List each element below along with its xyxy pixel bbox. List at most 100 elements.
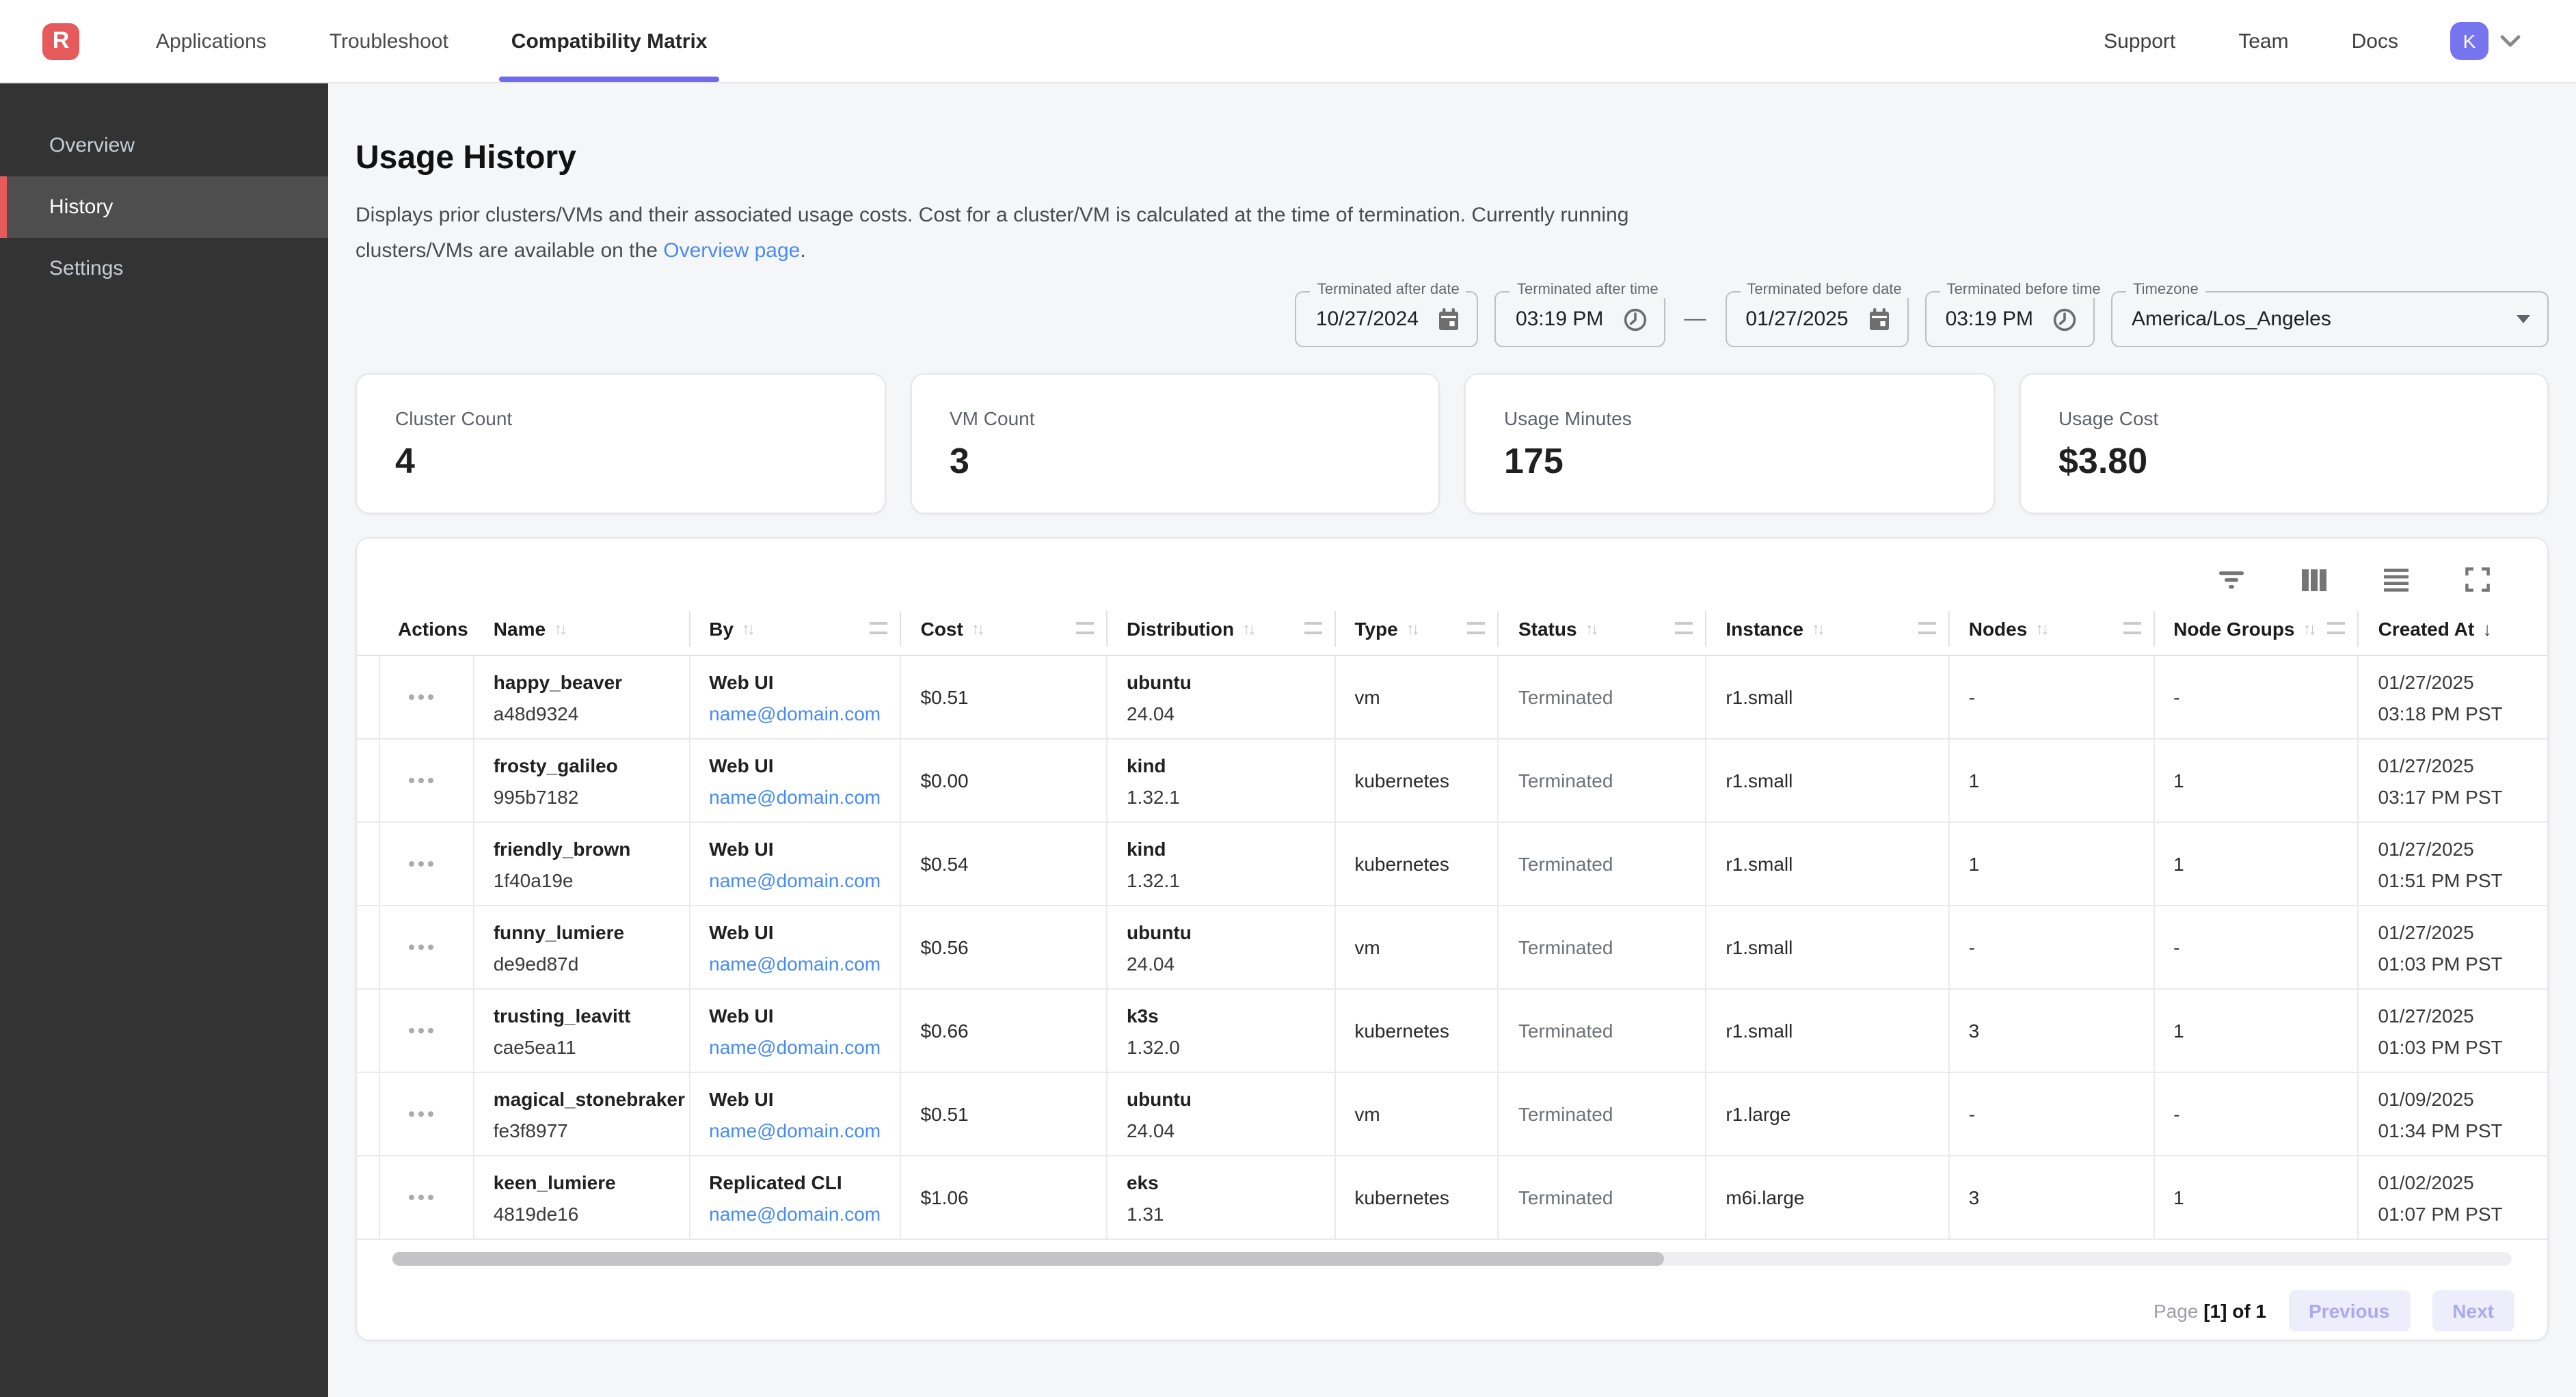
created-by-email-link[interactable]: name@domain.com (709, 785, 881, 807)
column-separator[interactable] (1334, 611, 1336, 647)
timezone-select[interactable]: Timezone America/Los_Angeles (2111, 282, 2549, 347)
next-button[interactable]: Next (2432, 1290, 2514, 1331)
nav-tab-compatibility-matrix[interactable]: Compatibility Matrix (498, 0, 721, 82)
cell-instance: r1.large (1706, 1073, 1950, 1155)
column-separator[interactable] (2357, 611, 2359, 647)
cluster-id: 995b7182 (493, 785, 579, 807)
horizontal-scrollbar-thumb[interactable] (392, 1252, 1664, 1266)
column-header-by[interactable]: By ↑↓ (690, 601, 902, 655)
column-separator[interactable] (900, 611, 902, 647)
replicated-logo[interactable]: R (42, 23, 79, 59)
column-menu-icon[interactable] (1675, 622, 1693, 634)
column-header-name[interactable]: Name ↑↓ (474, 601, 690, 655)
terminated-before-time-input[interactable]: Terminated before time 03:19 PM (1924, 282, 2108, 347)
sidebar-item-history[interactable]: History (0, 176, 328, 238)
table-row[interactable]: happy_beaver a48d9324 Web UI name@domain.co… (357, 656, 2547, 740)
column-header-type[interactable]: Type ↑↓ (1335, 601, 1499, 655)
row-actions-button[interactable] (408, 861, 433, 867)
cell-type: kubernetes (1335, 740, 1499, 822)
nav-tab-label: Troubleshoot (329, 29, 448, 53)
calendar-icon[interactable] (1438, 307, 1461, 331)
table-row[interactable]: keen_lumiere 4819de16 Replicated CLI name@d… (357, 1156, 2547, 1240)
sidebar-item-overview[interactable]: Overview (0, 115, 328, 176)
nav-tab-applications[interactable]: Applications (156, 0, 267, 82)
column-menu-icon[interactable] (1467, 622, 1486, 634)
column-menu-icon[interactable] (1304, 622, 1322, 634)
row-actions-button[interactable] (408, 694, 433, 700)
sort-arrows-icon[interactable]: ↑↓ (1585, 619, 1599, 638)
column-header-distribution[interactable]: Distribution ↑↓ (1108, 601, 1336, 655)
filter-icon[interactable] (2218, 569, 2245, 590)
created-by-email-link[interactable]: name@domain.com (709, 1202, 881, 1224)
sort-arrows-icon[interactable]: ↑↓ (1812, 619, 1825, 638)
row-actions-button[interactable] (408, 1111, 433, 1117)
column-menu-icon[interactable] (1076, 622, 1095, 634)
cell-by: Web UI name@domain.com (690, 906, 902, 988)
clock-icon[interactable] (2052, 307, 2077, 331)
column-header-cost[interactable]: Cost ↑↓ (902, 601, 1108, 655)
table-row[interactable]: magical_stonebraker fe3f8977 Web UI name@do… (357, 1073, 2547, 1156)
column-menu-icon[interactable] (2123, 622, 2141, 634)
created-time: 03:18 PM PST (2378, 702, 2503, 724)
column-separator[interactable] (2153, 611, 2155, 647)
created-by-email-link[interactable]: name@domain.com (709, 702, 881, 724)
previous-button[interactable]: Previous (2288, 1290, 2411, 1331)
created-by-email-link[interactable]: name@domain.com (709, 952, 881, 974)
created-by-email-link[interactable]: name@domain.com (709, 1035, 881, 1057)
table-row[interactable]: friendly_brown 1f40a19e Web UI name@domain.… (357, 823, 2547, 906)
column-header-node_groups[interactable]: Node Groups ↑↓ (2154, 601, 2359, 655)
sort-arrows-icon[interactable]: ↑↓ (971, 619, 985, 638)
horizontal-scrollbar-track[interactable] (392, 1252, 2512, 1266)
sort-arrows-icon[interactable]: ↑↓ (1242, 619, 1256, 638)
cell-created: 01/09/2025 01:34 PM PST (2359, 1073, 2547, 1155)
calendar-icon[interactable] (1868, 307, 1891, 331)
nav-link-docs[interactable]: Docs (2351, 29, 2398, 53)
table-row[interactable]: trusting_leavitt cae5ea11 Web UI name@domai… (357, 990, 2547, 1073)
column-header-instance[interactable]: Instance ↑↓ (1706, 601, 1950, 655)
clock-icon[interactable] (1622, 307, 1647, 331)
sort-desc-arrow-icon[interactable]: ↓ (2482, 617, 2493, 639)
sort-arrows-icon[interactable]: ↑↓ (1406, 619, 1420, 638)
column-separator[interactable] (1705, 611, 1707, 647)
row-actions-button[interactable] (408, 778, 433, 783)
sort-arrows-icon[interactable]: ↑↓ (2303, 619, 2317, 638)
nav-tab-troubleshoot[interactable]: Troubleshoot (330, 0, 448, 82)
column-menu-icon[interactable] (870, 622, 888, 634)
nav-link-support[interactable]: Support (2104, 29, 2176, 53)
filters-row: Terminated after date 10/27/2024 Termina… (355, 282, 2549, 347)
row-actions-button[interactable] (408, 945, 433, 950)
created-by-email-link[interactable]: name@domain.com (709, 1119, 881, 1141)
column-header-status[interactable]: Status ↑↓ (1499, 601, 1707, 655)
column-separator[interactable] (1497, 611, 1499, 647)
avatar[interactable]: K (2450, 22, 2488, 60)
column-header-nodes[interactable]: Nodes ↑↓ (1950, 601, 2155, 655)
terminated-before-date-value: 01/27/2025 (1745, 308, 1849, 331)
table-row[interactable]: frosty_galileo 995b7182 Web UI name@domain.… (357, 740, 2547, 823)
chevron-down-icon[interactable] (2499, 34, 2521, 48)
terminated-before-date-input[interactable]: Terminated before date 01/27/2025 (1725, 282, 1909, 347)
row-actions-button[interactable] (408, 1028, 433, 1033)
stat-card-value: 3 (950, 440, 969, 481)
sort-arrows-icon[interactable]: ↑↓ (742, 619, 755, 638)
sort-arrows-icon[interactable]: ↑↓ (554, 619, 567, 638)
node_groups-value: 1 (2173, 1020, 2184, 1042)
column-menu-icon[interactable] (2327, 622, 2346, 634)
cluster-name: magical_stonebraker (493, 1087, 685, 1109)
column-separator[interactable] (1948, 611, 1950, 647)
density-icon[interactable] (2383, 568, 2409, 591)
created-by-email-link[interactable]: name@domain.com (709, 869, 881, 891)
sidebar-item-settings[interactable]: Settings (0, 238, 328, 299)
nav-link-team[interactable]: Team (2238, 29, 2289, 53)
table-row[interactable]: funny_lumiere de9ed87d Web UI name@domain.c… (357, 906, 2547, 990)
row-actions-button[interactable] (408, 1195, 433, 1200)
column-separator[interactable] (688, 611, 690, 647)
column-separator[interactable] (1106, 611, 1108, 647)
terminated-after-time-input[interactable]: Terminated after time 03:19 PM (1494, 282, 1665, 347)
overview-page-link[interactable]: Overview page (663, 239, 801, 262)
column-menu-icon[interactable] (1918, 622, 1936, 634)
sort-arrows-icon[interactable]: ↑↓ (2035, 619, 2049, 638)
column-header-created[interactable]: Created At ↓ (2359, 601, 2547, 655)
columns-icon[interactable] (2301, 568, 2327, 591)
terminated-after-date-input[interactable]: Terminated after date 10/27/2024 (1295, 282, 1479, 347)
fullscreen-icon[interactable] (2465, 567, 2490, 592)
